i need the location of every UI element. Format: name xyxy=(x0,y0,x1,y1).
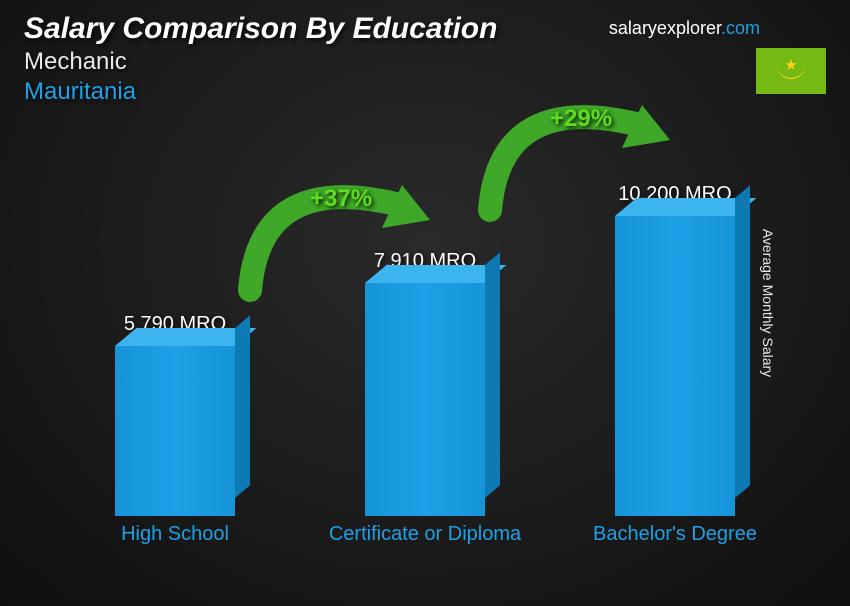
xlabel-2: Certificate or Diploma xyxy=(325,522,525,576)
brand-name: salaryexplorer xyxy=(609,18,721,38)
bar3d-1 xyxy=(115,346,235,516)
jump-pct-2: +29% xyxy=(550,105,612,133)
brand-label: salaryexplorer.com xyxy=(609,18,760,39)
bar3d-3 xyxy=(615,216,735,516)
chart-area: +37% +29% 5,790 MRO 7,910 MRO xyxy=(50,130,800,576)
bars-container: 5,790 MRO 7,910 MRO 10,200 MRO xyxy=(50,156,800,516)
brand-suffix: .com xyxy=(721,18,760,38)
flag-icon xyxy=(756,48,826,94)
bar-3: 10,200 MRO xyxy=(575,183,775,516)
bar-1: 5,790 MRO xyxy=(75,313,275,516)
bar3d-2 xyxy=(365,283,485,516)
bar-2: 7,910 MRO xyxy=(325,250,525,516)
x-labels: High School Certificate or Diploma Bache… xyxy=(50,522,800,576)
xlabel-3: Bachelor's Degree xyxy=(575,522,775,576)
xlabel-1: High School xyxy=(75,522,275,576)
